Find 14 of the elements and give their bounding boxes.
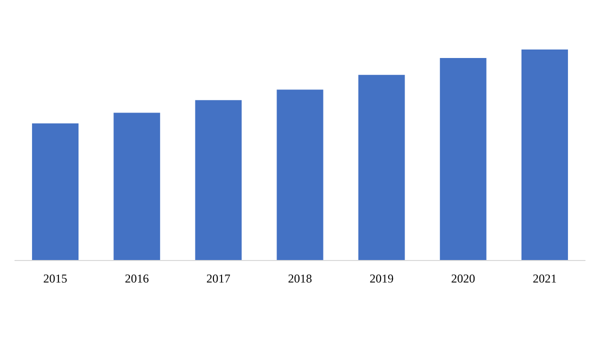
bar	[32, 123, 79, 260]
x-tick-label: 2015	[43, 272, 68, 286]
x-tick-label: 2020	[451, 272, 476, 286]
bar	[440, 58, 486, 260]
x-tick-label: 2018	[288, 272, 312, 286]
x-tick-label: 2017	[206, 272, 230, 286]
bar	[276, 90, 324, 260]
bar	[521, 50, 568, 260]
x-tick-label: 2019	[370, 272, 394, 286]
x-tick-label: 2021	[532, 272, 557, 286]
x-tick-label: 2016	[124, 272, 149, 286]
bar	[358, 74, 405, 260]
bar	[114, 112, 160, 260]
bar	[195, 100, 242, 260]
